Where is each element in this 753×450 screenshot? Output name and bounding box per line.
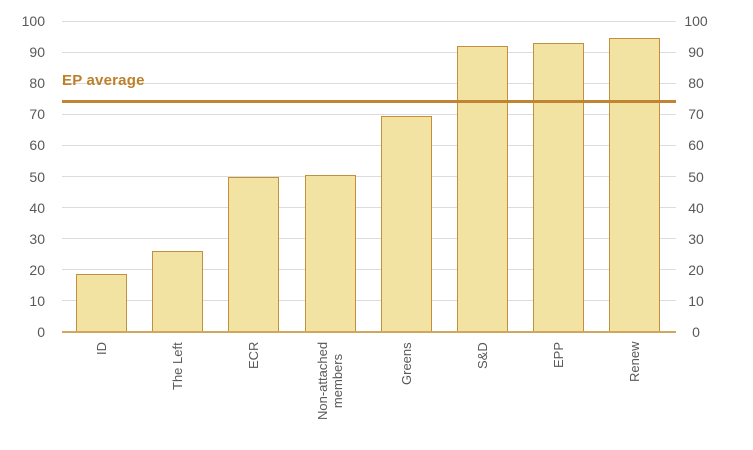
- bar: [456, 45, 508, 332]
- y-axis-label-left: 50: [29, 168, 45, 185]
- x-axis-label: Greens: [398, 342, 414, 385]
- y-axis-label-right: 50: [688, 168, 704, 185]
- gridline: [62, 300, 676, 302]
- bar: [76, 273, 128, 332]
- gridline: [62, 176, 676, 177]
- x-axis-label: ECR: [246, 341, 262, 369]
- x-axis-label: EPP: [550, 341, 566, 368]
- y-axis-label-left: 30: [29, 230, 45, 247]
- gridline: [62, 144, 676, 146]
- y-axis-label-right: 60: [688, 137, 704, 154]
- ep-average-label: EP average: [62, 72, 145, 89]
- y-axis-label-right: 80: [688, 75, 704, 92]
- gridline: [62, 269, 676, 271]
- x-axis-label: The Left: [170, 342, 186, 390]
- gridline: [62, 207, 676, 209]
- y-axis-label-right: 10: [688, 292, 704, 309]
- gridline: [62, 113, 676, 115]
- bar: [380, 115, 432, 332]
- bar: [609, 38, 661, 332]
- gridline: [62, 82, 676, 84]
- y-axis-label-left: 60: [29, 137, 45, 154]
- y-axis-label-left: 20: [29, 261, 45, 278]
- y-axis-label-left: 0: [37, 324, 45, 340]
- bar: [304, 174, 356, 332]
- bar: [152, 251, 204, 332]
- x-axis-label: Non-attached members: [315, 341, 346, 420]
- bar: [532, 42, 584, 332]
- y-axis-label-right: 100: [684, 13, 708, 29]
- x-axis-label: Renew: [627, 341, 643, 382]
- y-axis-label-right: 90: [688, 44, 704, 61]
- y-axis-label-right: 20: [688, 261, 704, 278]
- x-axis-label: S&D: [474, 342, 490, 369]
- x-axis-label: ID: [94, 342, 110, 355]
- gridline: [62, 238, 676, 240]
- ep-average-line: [62, 100, 676, 104]
- y-axis-label-left: 70: [29, 106, 45, 123]
- y-axis-label-right: 40: [688, 199, 704, 216]
- y-axis-label-left: 10: [29, 292, 45, 309]
- gridline: [62, 51, 676, 53]
- y-axis-label-left: 90: [29, 44, 45, 61]
- y-axis-label-left: 40: [29, 199, 45, 216]
- y-axis-label-right: 70: [688, 106, 704, 123]
- y-axis-label-right: 30: [688, 230, 704, 247]
- y-axis-label-right: 0: [692, 324, 700, 340]
- x-axis-line: [62, 331, 676, 333]
- y-axis-label-left: 100: [21, 13, 45, 29]
- gridline: [62, 20, 676, 22]
- y-axis-label-left: 80: [29, 75, 45, 92]
- bar: [228, 176, 280, 332]
